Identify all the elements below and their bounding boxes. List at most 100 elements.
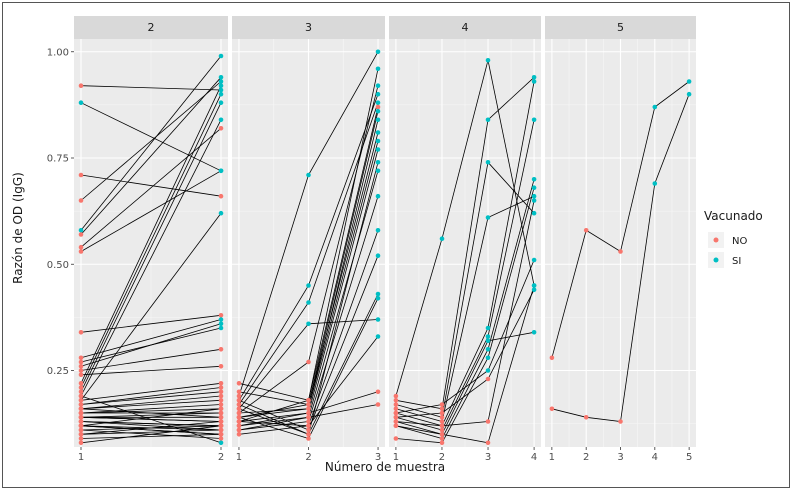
data-point-no bbox=[236, 415, 242, 420]
data-point-si bbox=[375, 253, 381, 258]
data-point-no bbox=[439, 419, 445, 424]
x-tick-label: 4 bbox=[652, 452, 658, 463]
data-point-si bbox=[531, 283, 537, 288]
subject-line bbox=[80, 174, 222, 197]
data-point-no bbox=[78, 427, 84, 433]
data-point-no bbox=[78, 368, 84, 373]
data-point-si bbox=[531, 287, 537, 293]
data-point-si bbox=[218, 75, 224, 80]
data-point-no bbox=[393, 406, 399, 412]
data-point-si bbox=[306, 172, 311, 178]
data-point-no bbox=[439, 432, 445, 437]
data-point-no bbox=[218, 385, 224, 390]
data-point-no bbox=[218, 406, 224, 412]
legend-label-no: NO bbox=[732, 236, 747, 247]
subject-line bbox=[80, 429, 222, 435]
data-point-si bbox=[485, 117, 491, 123]
data-point-si bbox=[218, 53, 224, 59]
x-tick-label: 3 bbox=[617, 452, 623, 463]
y-tick-label: 0.75 bbox=[47, 154, 69, 165]
data-point-si bbox=[218, 117, 224, 123]
data-point-no bbox=[236, 406, 242, 412]
data-point-no bbox=[393, 393, 399, 399]
x-tick-label: 2 bbox=[439, 452, 445, 463]
data-point-no bbox=[218, 347, 224, 352]
x-tick-label: 2 bbox=[305, 452, 311, 463]
data-point-no bbox=[439, 440, 445, 446]
data-point-no bbox=[78, 385, 84, 390]
data-point-no bbox=[306, 406, 311, 412]
subject-line bbox=[80, 408, 222, 427]
data-point-no bbox=[439, 423, 445, 429]
data-point-no bbox=[306, 410, 311, 416]
facet-strip-label: 2 bbox=[148, 21, 155, 34]
data-point-no bbox=[393, 410, 399, 416]
subject-line bbox=[80, 323, 222, 367]
data-point-no bbox=[78, 381, 84, 386]
data-point-si bbox=[375, 66, 381, 72]
subject-line bbox=[80, 102, 222, 172]
data-point-si bbox=[375, 83, 381, 88]
data-point-si bbox=[439, 236, 445, 241]
data-point-no bbox=[218, 423, 224, 429]
data-point-no bbox=[306, 359, 311, 365]
facet-panel-2: 2 1 2 bbox=[74, 16, 228, 463]
data-point-si bbox=[531, 330, 537, 335]
data-point-no bbox=[236, 393, 242, 399]
subject-line bbox=[395, 285, 535, 444]
data-point-si bbox=[218, 83, 224, 88]
series-points bbox=[236, 49, 381, 441]
data-point-si bbox=[218, 321, 224, 327]
data-point-no bbox=[218, 313, 224, 318]
data-point-si bbox=[531, 257, 537, 263]
data-point-no bbox=[78, 83, 84, 88]
subject-line bbox=[80, 85, 222, 384]
data-point-no bbox=[393, 415, 399, 420]
subject-line bbox=[80, 348, 222, 371]
subject-line bbox=[80, 85, 222, 91]
data-point-si bbox=[375, 49, 381, 55]
subject-line bbox=[80, 395, 222, 444]
data-point-no bbox=[78, 244, 84, 250]
data-point-si bbox=[218, 168, 224, 174]
subject-line bbox=[80, 77, 222, 235]
data-point-no bbox=[236, 432, 242, 437]
subject-line bbox=[80, 94, 222, 388]
data-point-no bbox=[306, 436, 311, 441]
data-point-si bbox=[375, 168, 381, 174]
data-point-no bbox=[439, 406, 445, 412]
data-point-no bbox=[218, 364, 224, 369]
facet-strip-label: 4 bbox=[462, 21, 469, 34]
data-point-no bbox=[306, 398, 311, 403]
facet-strip bbox=[232, 16, 385, 39]
facet-strip bbox=[389, 16, 541, 39]
data-point-si bbox=[485, 334, 491, 339]
x-tick-label: 5 bbox=[686, 452, 692, 463]
data-point-no bbox=[236, 423, 242, 429]
subject-line bbox=[80, 81, 222, 201]
data-point-no bbox=[78, 423, 84, 429]
data-point-no bbox=[78, 389, 84, 395]
data-point-no bbox=[78, 406, 84, 412]
data-point-no bbox=[78, 393, 84, 399]
y-tick-label: 1.00 bbox=[47, 47, 69, 58]
subject-line bbox=[80, 408, 222, 418]
data-point-no bbox=[218, 389, 224, 395]
subject-line bbox=[80, 421, 222, 435]
data-point-si bbox=[485, 368, 491, 373]
subject-line bbox=[395, 77, 535, 410]
data-point-no bbox=[78, 372, 84, 378]
facet-strip-label: 5 bbox=[617, 21, 624, 34]
data-point-si bbox=[485, 160, 491, 165]
data-point-si bbox=[218, 317, 224, 322]
data-point-si bbox=[485, 215, 491, 220]
subject-line bbox=[80, 55, 222, 231]
data-point-si bbox=[375, 130, 381, 135]
subject-line bbox=[80, 314, 222, 333]
data-point-no bbox=[375, 104, 381, 110]
subject-line bbox=[80, 365, 222, 376]
data-point-si bbox=[485, 338, 491, 344]
subject-line bbox=[80, 387, 222, 405]
data-point-no bbox=[583, 415, 589, 420]
data-point-si bbox=[375, 100, 381, 105]
